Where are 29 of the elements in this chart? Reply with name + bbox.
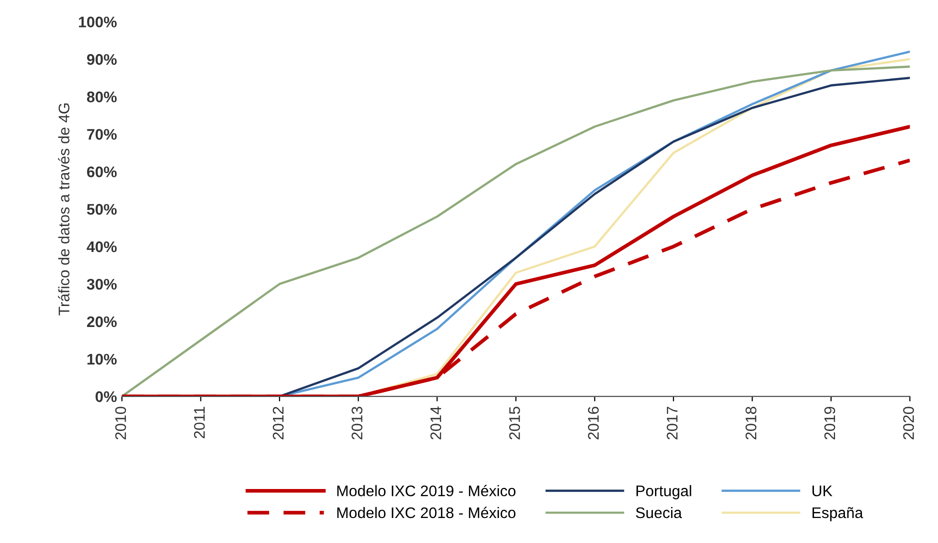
y-tick-label: 90% bbox=[87, 54, 117, 65]
y-tick-label: 60% bbox=[87, 166, 117, 178]
x-tick-label: 2016 bbox=[588, 406, 599, 440]
legend-label: UK bbox=[812, 486, 832, 496]
y-tick-label: 30% bbox=[86, 278, 117, 290]
legend-label: España bbox=[812, 507, 864, 522]
x-tick-label: 2015 bbox=[509, 406, 520, 440]
x-tick-label: 2019 bbox=[824, 406, 836, 440]
y-axis-title: Tráfico de datos a través de 4G bbox=[58, 103, 70, 316]
legend-label: Modelo IXC 2018 - México bbox=[337, 506, 516, 518]
x-tick-label: 2010 bbox=[115, 406, 126, 440]
y-tick-label: 0% bbox=[96, 391, 117, 402]
x-tick-label: 2017 bbox=[666, 406, 678, 440]
y-tick-label: 40% bbox=[86, 241, 117, 252]
y-tick-label: 20% bbox=[87, 316, 117, 328]
legend-label: Suecia bbox=[636, 506, 682, 518]
x-tick-label: 2020 bbox=[903, 406, 914, 440]
y-tick-label: 80% bbox=[86, 92, 117, 102]
x-tick-label: 2012 bbox=[272, 406, 284, 440]
y-tick-label: 10% bbox=[87, 354, 117, 365]
y-tick-label: 70% bbox=[87, 128, 117, 140]
x-tick-label: 2013 bbox=[352, 406, 362, 440]
y-tick-label: 50% bbox=[86, 204, 117, 215]
x-tick-label: 2014 bbox=[430, 406, 442, 440]
x-tick-label: 2018 bbox=[746, 406, 756, 440]
legend-label: Portugal bbox=[636, 485, 692, 500]
x-tick-label: 2011 bbox=[194, 406, 205, 438]
legend-label: Modelo IXC 2019 - México bbox=[337, 484, 516, 496]
y-tick-label: 100% bbox=[78, 16, 117, 28]
